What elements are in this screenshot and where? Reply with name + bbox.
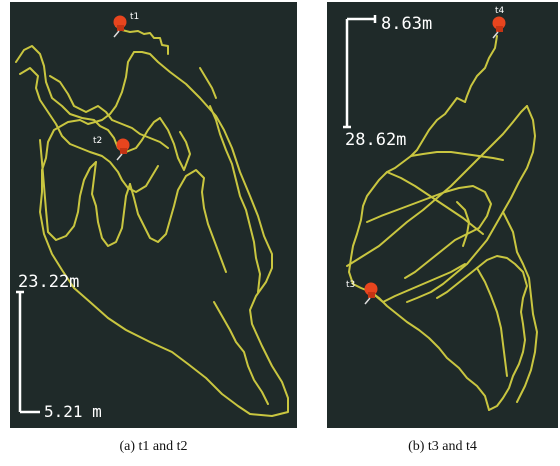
marker-label-t1: t1	[130, 12, 140, 22]
horizontal-scale-label: 5.21 m	[44, 402, 102, 421]
gps-track-a	[15, 25, 289, 417]
caption-a: (a) t1 and t2	[119, 439, 188, 454]
scale-bar-a	[16, 290, 40, 414]
gps-track-b	[346, 35, 538, 411]
map-panel-b: t4 t3 8.63m 28.62m	[327, 2, 558, 428]
horizontal-scale-label: 8.63m	[381, 14, 433, 34]
pushpin-icon	[492, 16, 506, 39]
trajectory-map-a	[15, 15, 289, 417]
marker-label-t4: t4	[495, 6, 505, 16]
vertical-scale-label: 23.22m	[18, 272, 80, 292]
vertical-scale-label: 28.62m	[345, 130, 407, 150]
caption-b: (b) t3 and t4	[408, 439, 477, 454]
trajectory-map-b	[343, 15, 538, 411]
marker-label-t2: t2	[93, 136, 103, 146]
scale-bar-b	[343, 15, 377, 129]
pushpin-icon	[113, 15, 127, 38]
map-panel-a: t1 t2 23.22m 5.21 m	[10, 2, 297, 428]
pushpin-icon	[364, 282, 378, 305]
pushpin-icon	[116, 138, 130, 161]
marker-label-t3: t3	[346, 280, 356, 290]
